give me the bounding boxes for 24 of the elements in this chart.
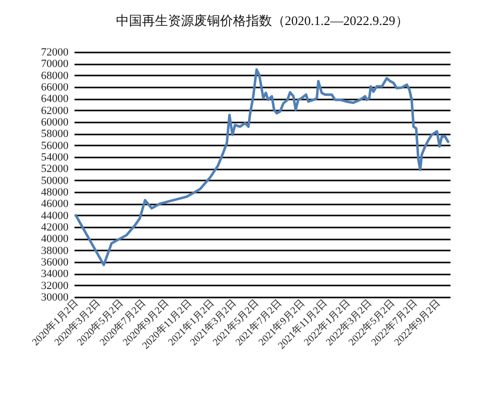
y-tick-label: 64000 [41, 93, 69, 106]
y-tick-label: 50000 [41, 174, 69, 187]
y-tick-label: 42000 [41, 222, 69, 234]
y-tick-label: 54000 [41, 152, 69, 164]
y-tick-label: 48000 [41, 186, 69, 198]
y-tick-label: 56000 [41, 140, 69, 152]
y-tick-label: 44000 [41, 210, 69, 222]
y-tick-label: 58000 [41, 128, 69, 140]
y-tick-label: 70000 [41, 58, 69, 70]
y-tick-label: 46000 [41, 198, 69, 210]
y-tick-label: 36000 [41, 256, 69, 268]
y-tick-label: 32000 [41, 280, 69, 292]
line-series [74, 68, 450, 266]
y-tick-label: 66000 [41, 82, 69, 94]
y-tick-label: 38000 [41, 244, 69, 257]
y-tick-label: 68000 [41, 70, 69, 82]
y-tick-label: 60000 [41, 116, 69, 128]
y-tick-label: 30000 [41, 292, 69, 304]
y-tick-label: 62000 [41, 104, 69, 117]
y-tick-label: 34000 [41, 268, 69, 280]
chart-title: 中国再生资源废铜价格指数（2020.1.2—2022.9.29） [116, 13, 408, 28]
y-tick-label: 52000 [41, 163, 69, 176]
y-tick-label: 40000 [41, 233, 69, 246]
y-tick-label: 72000 [41, 46, 69, 58]
